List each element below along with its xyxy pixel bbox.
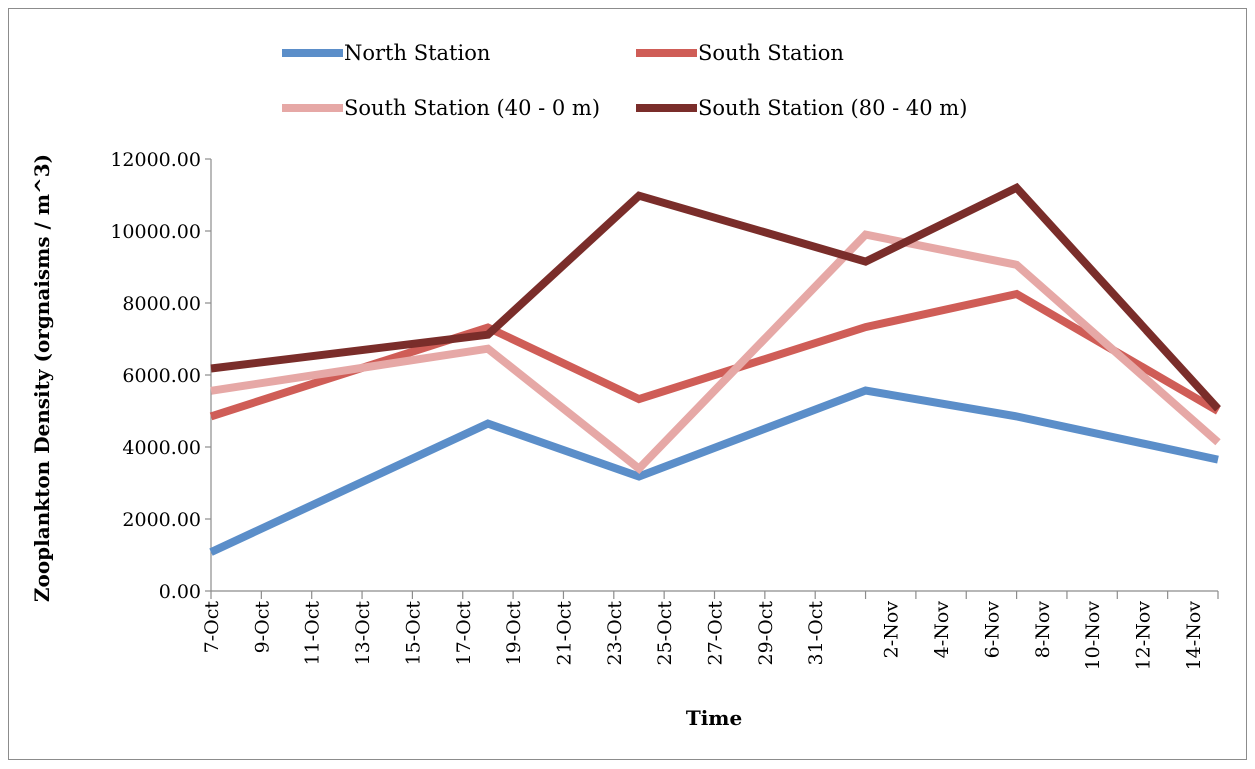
y-tick-label: 0.00 — [159, 581, 201, 603]
x-axis-title: Time — [686, 706, 742, 730]
series-line — [210, 230, 1221, 474]
x-tick-label: 7-Oct — [201, 601, 223, 654]
series-line — [209, 386, 1219, 556]
x-tick-label: 19-Oct — [503, 601, 525, 666]
y-axis-title: Zooplankton Density (orgnaisms / m^3) — [30, 154, 54, 602]
x-tick-label: 4-Nov — [931, 601, 953, 659]
x-tick-label: 25-Oct — [654, 601, 676, 666]
chart-frame — [8, 8, 1247, 760]
x-tick-label: 9-Oct — [251, 601, 273, 654]
legend-label: South Station (40 - 0 m) — [344, 96, 600, 120]
legend-label: North Station — [344, 41, 490, 65]
x-tick-label: 23-Oct — [604, 601, 626, 666]
x-tick-label: 6-Nov — [981, 601, 1003, 659]
y-axis: 0.00 2000.00 4000.00 6000.00 8000.00 10000.00… — [110, 149, 212, 603]
x-tick-label: 12-Nov — [1132, 601, 1154, 671]
legend-label: South Station (80 - 40 m) — [698, 96, 967, 120]
series-layer — [209, 182, 1221, 556]
y-tick-label: 10000.00 — [110, 221, 201, 243]
x-tick-label: 27-Oct — [705, 601, 727, 666]
x-tick-label: 15-Oct — [402, 601, 424, 666]
x-tick-label: 21-Oct — [553, 601, 575, 666]
x-axis: 7-Oct 9-Oct 11-Oct 13-Oct 15-Oct 17-Oct 19-Oct… — [201, 590, 1219, 671]
y-tick-label: 6000.00 — [122, 365, 201, 387]
legend-label: South Station — [698, 41, 844, 65]
x-tick-label: 31-Oct — [805, 601, 827, 666]
y-tick-label: 4000.00 — [122, 437, 201, 459]
x-tick-label: 8-Nov — [1032, 601, 1054, 659]
series-line — [210, 182, 1221, 412]
x-tick-label: 17-Oct — [453, 601, 475, 666]
x-tick-label: 13-Oct — [352, 601, 374, 666]
y-tick-label: 2000.00 — [122, 509, 201, 531]
x-tick-label: 14-Nov — [1183, 601, 1205, 671]
legend: North Station South Station South Station … — [282, 41, 967, 120]
x-tick-label: 10-Nov — [1082, 601, 1104, 671]
y-tick-label: 8000.00 — [122, 293, 201, 315]
x-tick-label: 29-Oct — [755, 601, 777, 666]
x-tick-label: 11-Oct — [302, 601, 324, 666]
x-tick-label: 2-Nov — [881, 601, 903, 659]
y-tick-label: 12000.00 — [110, 149, 201, 171]
